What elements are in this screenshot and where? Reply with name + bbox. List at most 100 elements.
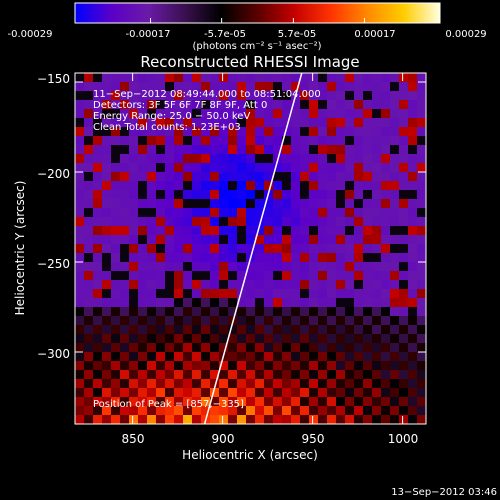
heatmap-cell [390,199,400,209]
heatmap-cell [327,145,337,155]
heatmap-cell [327,271,337,281]
heatmap-cell [156,145,166,155]
heatmap-cell [354,91,364,101]
heatmap-cell [336,325,346,335]
heatmap-cell [246,325,256,335]
heatmap-cell [129,325,139,335]
heatmap-cell [300,271,310,281]
heatmap-cell [201,172,211,182]
heatmap-cell [228,397,238,407]
heatmap-cell [165,379,175,389]
heatmap-cell [291,100,301,110]
heatmap-cell [309,307,319,317]
heatmap-cell [273,370,283,380]
y-axis-label: Heliocentric Y (arcsec) [13,181,27,316]
heatmap-cell [282,235,292,245]
heatmap-cell [381,109,391,119]
heatmap-cell [372,235,382,245]
heatmap-cell [147,298,157,308]
heatmap-cell [147,361,157,371]
heatmap-cell [111,127,121,137]
heatmap-cell [417,370,426,380]
heatmap-cell [282,415,292,424]
heatmap-cell [372,415,382,424]
heatmap-cell [408,100,418,110]
heatmap-cell [165,163,175,173]
heatmap-cell [237,307,247,317]
heatmap-cell [381,397,391,407]
heatmap-cell [102,379,112,389]
heatmap-cell [399,73,409,83]
heatmap-cell [345,226,355,236]
heatmap-cell [138,352,148,362]
heatmap-cell [264,244,274,254]
heatmap-cell [354,82,364,92]
heatmap-cell [228,280,238,290]
heatmap-cell [102,370,112,380]
heatmap-cell [408,208,418,218]
heatmap-cell [84,370,94,380]
heatmap-cell [255,280,265,290]
heatmap-cell [390,388,400,398]
heatmap-cell [147,388,157,398]
heatmap-cell [138,379,148,389]
heatmap-cell [345,316,355,326]
heatmap-cell [345,91,355,101]
heatmap-cell [327,109,337,119]
annotation-clean-counts: Clean Total counts: 1.23E+03 [93,122,241,133]
heatmap-cell [390,415,400,424]
heatmap-cell [408,244,418,254]
heatmap-cell [318,397,328,407]
heatmap-cell [219,262,229,272]
heatmap-cell [246,289,256,299]
heatmap-cell [363,154,373,164]
heatmap-cell [408,325,418,335]
heatmap-cell [228,109,238,119]
heatmap-cell [120,271,130,281]
heatmap-cell [336,181,346,191]
heatmap-cell [84,172,94,182]
heatmap-cell [183,172,193,182]
heatmap-cell [417,415,426,424]
heatmap-cell [192,361,202,371]
heatmap-cell [282,352,292,362]
heatmap-cell [183,226,193,236]
heatmap-cell [264,163,274,173]
heatmap-cell [363,379,373,389]
heatmap-cell [246,343,256,353]
heatmap-cell [354,217,364,227]
heatmap-cell [264,100,274,110]
heatmap-cell [300,136,310,146]
heatmap-cell [417,181,426,191]
heatmap-cell [201,370,211,380]
heatmap-cell [156,316,166,326]
heatmap-cell [372,343,382,353]
heatmap-cell [390,217,400,227]
heatmap-cell [372,217,382,227]
heatmap-cell [309,190,319,200]
heatmap-cell [165,298,175,308]
heatmap-cell [363,343,373,353]
heatmap-cell [372,316,382,326]
heatmap-cell [201,73,211,83]
heatmap-cell [111,226,121,236]
heatmap-cell [120,370,130,380]
heatmap-cell [390,370,400,380]
heatmap-cell [246,109,256,119]
heatmap-cell [102,325,112,335]
heatmap-cell [417,379,426,389]
heatmap-cell [102,397,112,407]
heatmap-cell [147,280,157,290]
heatmap-cell [201,136,211,146]
heatmap-cell [138,118,148,128]
heatmap-cell [372,271,382,281]
heatmap-cell [345,244,355,254]
heatmap-cell [255,226,265,236]
heatmap-cell [165,262,175,272]
heatmap-cell [246,145,256,155]
heatmap-cell [102,109,112,119]
heatmap-cell [363,235,373,245]
heatmap-cell [309,379,319,389]
heatmap-cell [120,361,130,371]
heatmap-cell [246,316,256,326]
